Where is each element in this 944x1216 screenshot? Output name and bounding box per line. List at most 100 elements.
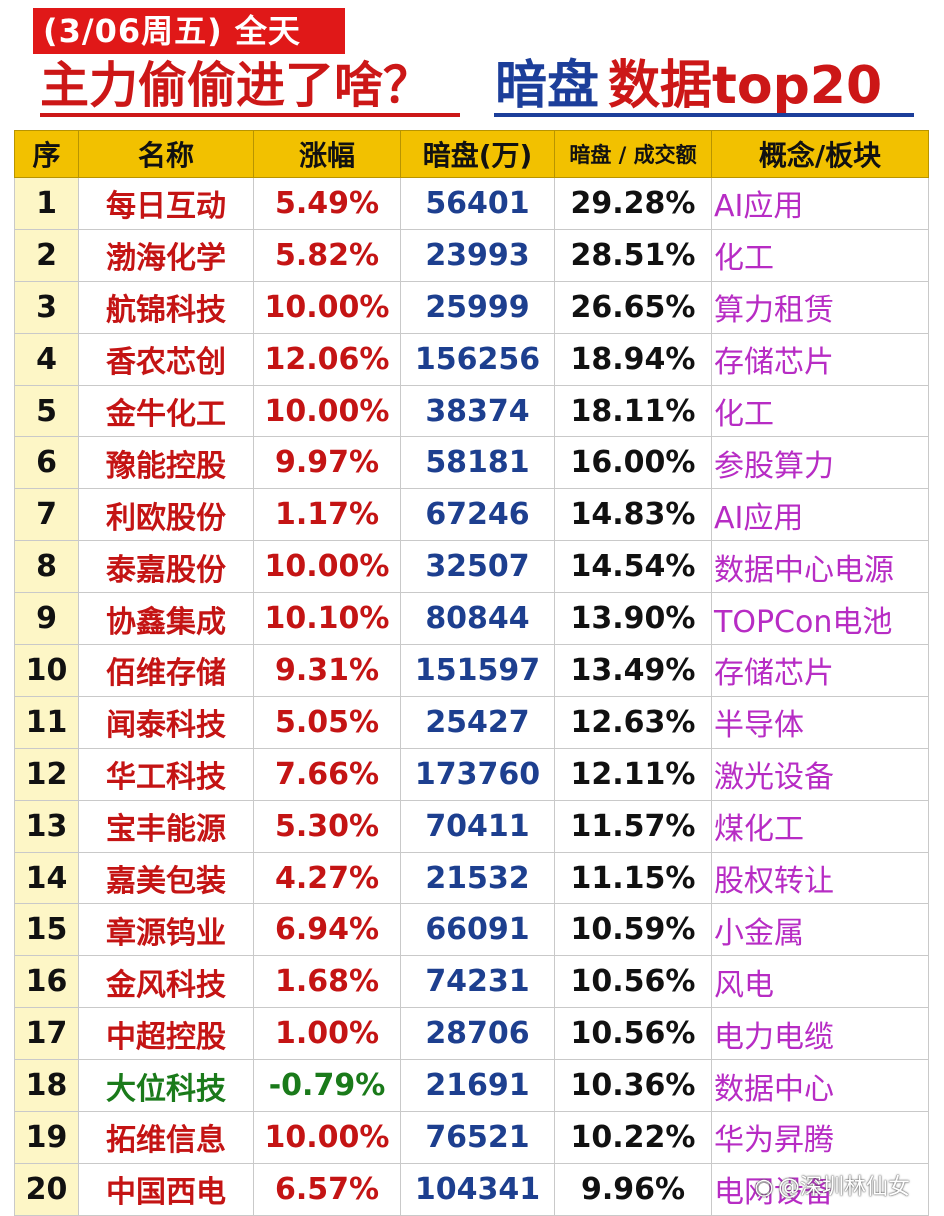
stock-name: 闻泰科技 — [78, 695, 254, 749]
row-rank: 15 — [14, 903, 79, 957]
dark-pool-ratio: 10.22% — [554, 1111, 712, 1164]
row-rank: 11 — [14, 695, 79, 749]
dark-pool-ratio: 11.15% — [554, 851, 712, 905]
dark-pool-amount: 70411 — [400, 799, 555, 853]
col-header-concept: 概念/板块 — [711, 130, 929, 178]
table-row: 18 大位科技 -0.79% 21691 10.36% 数据中心 — [14, 1059, 929, 1113]
dark-pool-ratio: 10.56% — [554, 955, 712, 1009]
table-row: 16 金风科技 1.68% 74231 10.56% 风电 — [14, 955, 929, 1009]
stock-name: 利欧股份 — [78, 488, 254, 542]
dark-pool-ratio: 10.59% — [554, 903, 712, 957]
stock-name: 渤海化学 — [78, 228, 254, 282]
stock-name: 大位科技 — [78, 1059, 254, 1113]
dark-pool-ratio: 13.90% — [554, 592, 712, 646]
change-percent: 1.17% — [253, 488, 401, 542]
stock-name: 中超控股 — [78, 1007, 254, 1061]
change-percent: 10.00% — [253, 540, 401, 594]
dark-pool-amount: 156256 — [400, 332, 555, 386]
dark-pool-amount: 32507 — [400, 540, 555, 594]
dark-pool-amount: 80844 — [400, 592, 555, 646]
stock-name: 豫能控股 — [78, 436, 254, 490]
concept-sector: 化工 — [711, 228, 929, 282]
row-rank: 18 — [14, 1059, 79, 1113]
stock-name: 金牛化工 — [78, 384, 254, 438]
change-percent: 7.66% — [253, 747, 401, 801]
row-rank: 4 — [14, 332, 79, 386]
headline-question: 主力偷偷进了啥？ — [40, 57, 433, 114]
dark-pool-ratio: 14.54% — [554, 540, 712, 594]
change-percent: 5.82% — [253, 228, 401, 282]
row-rank: 14 — [14, 851, 79, 905]
dark-pool-ratio: 29.28% — [554, 177, 712, 230]
table-row: 20 中国西电 6.57% 104341 9.96% 电网设备 — [14, 1162, 929, 1216]
dark-pool-ratio: 28.51% — [554, 228, 712, 282]
table-row: 17 中超控股 1.00% 28706 10.56% 电力电缆 — [14, 1007, 929, 1061]
stock-name: 宝丰能源 — [78, 799, 254, 853]
change-percent: 10.00% — [253, 280, 401, 334]
concept-sector: 化工 — [711, 384, 929, 438]
concept-sector: AI应用 — [711, 488, 929, 542]
row-rank: 8 — [14, 540, 79, 594]
watermark-text: @深圳林仙女 — [778, 1175, 911, 1200]
table-row: 11 闻泰科技 5.05% 25427 12.63% 半导体 — [14, 695, 929, 749]
table-body: 1 每日互动 5.49% 56401 29.28% AI应用 2 渤海化学 5.82% 23993… — [14, 177, 929, 1216]
change-percent: 10.00% — [253, 1111, 401, 1164]
dark-pool-ratio: 11.57% — [554, 799, 712, 853]
change-percent: 4.27% — [253, 851, 401, 905]
stock-name: 拓维信息 — [78, 1111, 254, 1164]
row-rank: 7 — [14, 488, 79, 542]
dark-pool-ratio: 9.96% — [554, 1162, 712, 1216]
dark-pool-ratio: 10.36% — [554, 1059, 712, 1113]
headline-dark-pool: 暗盘 — [495, 56, 600, 116]
stock-name: 华工科技 — [78, 747, 254, 801]
row-rank: 2 — [14, 228, 79, 282]
dark-pool-amount: 173760 — [400, 747, 555, 801]
stock-name: 佰维存储 — [78, 644, 254, 697]
table-row: 10 佰维存储 9.31% 151597 13.49% 存储芯片 — [14, 644, 929, 697]
concept-sector: TOPCon电池 — [711, 592, 929, 646]
stock-name: 每日互动 — [78, 177, 254, 230]
concept-sector: 参股算力 — [711, 436, 929, 490]
dark-pool-amount: 56401 — [400, 177, 555, 230]
concept-sector: 算力租赁 — [711, 280, 929, 334]
concept-sector: 激光设备 — [711, 747, 929, 801]
dark-pool-amount: 66091 — [400, 903, 555, 957]
dark-pool-ratio: 13.49% — [554, 644, 712, 697]
stock-name: 香农芯创 — [78, 332, 254, 386]
dark-pool-ratio: 18.11% — [554, 384, 712, 438]
headline-underline-red — [40, 113, 460, 117]
table-row: 9 协鑫集成 10.10% 80844 13.90% TOPCon电池 — [14, 592, 929, 646]
change-percent: 6.57% — [253, 1162, 401, 1216]
dark-pool-amount: 23993 — [400, 228, 555, 282]
dark-pool-ratio: 10.56% — [554, 1007, 712, 1061]
change-percent: 1.00% — [253, 1007, 401, 1061]
stock-name: 金风科技 — [78, 955, 254, 1009]
concept-sector: 存储芯片 — [711, 332, 929, 386]
date-badge: (3/06周五) 全天 — [33, 8, 345, 54]
change-percent: 6.94% — [253, 903, 401, 957]
concept-sector: 股权转让 — [711, 851, 929, 905]
dark-pool-amount: 28706 — [400, 1007, 555, 1061]
table-row: 15 章源钨业 6.94% 66091 10.59% 小金属 — [14, 903, 929, 957]
table-row: 8 泰嘉股份 10.00% 32507 14.54% 数据中心电源 — [14, 540, 929, 594]
table-row: 7 利欧股份 1.17% 67246 14.83% AI应用 — [14, 488, 929, 542]
concept-sector: 华为昇腾 — [711, 1111, 929, 1164]
dark-pool-amount: 58181 — [400, 436, 555, 490]
dark-pool-amount: 76521 — [400, 1111, 555, 1164]
table-row: 12 华工科技 7.66% 173760 12.11% 激光设备 — [14, 747, 929, 801]
stock-name: 泰嘉股份 — [78, 540, 254, 594]
dark-pool-amount: 104341 — [400, 1162, 555, 1216]
change-percent: 5.49% — [253, 177, 401, 230]
row-rank: 3 — [14, 280, 79, 334]
table-header-row: 序 名称 涨幅 暗盘(万) 暗盘 / 成交额 概念/板块 — [14, 130, 929, 178]
row-rank: 1 — [14, 177, 79, 230]
dark-pool-amount: 25999 — [400, 280, 555, 334]
concept-sector: 半导体 — [711, 695, 929, 749]
row-rank: 16 — [14, 955, 79, 1009]
change-percent: 10.10% — [253, 592, 401, 646]
dark-pool-amount: 67246 — [400, 488, 555, 542]
table-row: 6 豫能控股 9.97% 58181 16.00% 参股算力 — [14, 436, 929, 490]
col-header-rank: 序 — [14, 130, 79, 178]
stock-name: 嘉美包装 — [78, 851, 254, 905]
concept-sector: 小金属 — [711, 903, 929, 957]
